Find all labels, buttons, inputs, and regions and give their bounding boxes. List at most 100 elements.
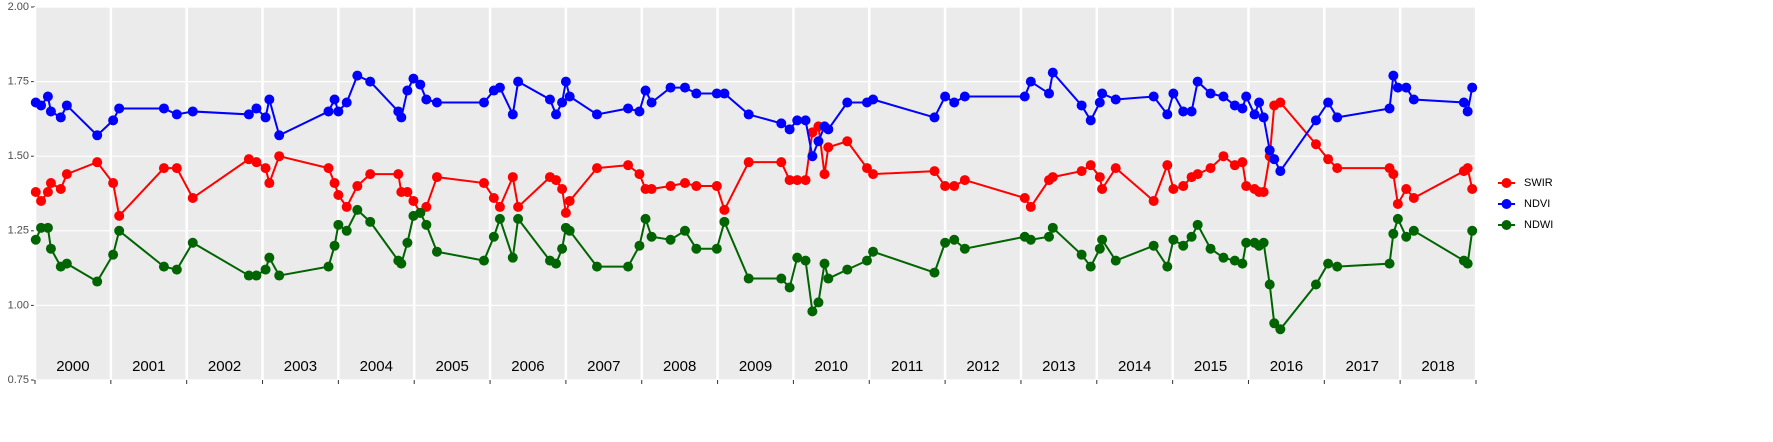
data-point [431,246,442,257]
data-point [323,106,334,117]
data-point [1168,234,1179,245]
data-point [1076,100,1087,111]
year-label: 2010 [815,358,848,375]
data-point [61,258,72,269]
data-point [1148,91,1159,102]
data-point [421,94,432,105]
data-point [1323,97,1334,108]
data-point [36,100,47,111]
data-point [494,213,505,224]
data-point [1148,195,1159,206]
data-point [560,76,571,87]
year-label: 2012 [966,358,999,375]
data-point [557,243,568,254]
data-point [1168,88,1179,99]
legend-swatch [1501,178,1512,188]
data-point [1264,279,1275,290]
year-label: 2007 [587,358,620,375]
data-point [792,115,803,126]
data-point [842,136,853,147]
data-point [1229,160,1240,171]
data-point [396,112,407,123]
data-point [679,82,690,93]
data-point [1094,172,1105,183]
data-point [92,130,103,141]
data-point [792,175,803,186]
data-point [478,97,489,108]
data-point [564,91,575,102]
data-point [634,106,645,117]
data-point [551,175,562,186]
data-point [819,169,830,180]
data-point [264,94,275,105]
data-point [1148,240,1159,251]
data-point [1019,192,1030,203]
data-point [30,234,41,245]
data-point [1467,82,1478,93]
data-point [513,201,524,212]
data-point [42,187,53,198]
data-point [1168,184,1179,195]
data-point [365,216,376,227]
data-point [807,306,818,317]
data-point [352,204,363,215]
data-point [55,112,66,123]
data-point [108,178,119,189]
data-point [1275,166,1286,177]
data-point [940,181,951,192]
data-point [45,178,56,189]
data-point [557,97,568,108]
data-point [61,100,72,111]
data-point [92,157,103,168]
data-point [1458,97,1469,108]
data-point [507,252,518,263]
data-point [333,219,344,230]
legend-swatch [1501,199,1512,209]
year-label: 2016 [1270,358,1303,375]
year-label: 2002 [208,358,241,375]
data-point [264,252,275,263]
data-point [1178,181,1189,192]
data-point [1085,261,1096,272]
data-point [807,151,818,162]
data-point [1462,163,1473,174]
data-point [187,106,198,117]
year-label: 2004 [360,358,393,375]
data-point [959,175,970,186]
data-point [1162,261,1173,272]
panel [35,7,1476,380]
data-point [949,97,960,108]
data-point [813,136,824,147]
data-point [640,213,651,224]
data-point [564,225,575,236]
data-point [333,189,344,200]
data-point [949,234,960,245]
data-point [1178,106,1189,117]
data-point [551,109,562,120]
data-point [634,169,645,180]
data-point [719,204,730,215]
data-point [352,70,363,81]
data-point [251,157,262,168]
legend-label: SWIR [1524,177,1553,189]
data-point [341,225,352,236]
data-point [1110,163,1121,174]
data-point [665,181,676,192]
data-point [402,187,413,198]
data-point [1258,112,1269,123]
data-point [743,273,754,284]
data-point [1323,154,1334,165]
data-point [513,76,524,87]
data-point [646,97,657,108]
data-point [1241,181,1252,192]
data-point [929,112,940,123]
data-point [1264,145,1275,156]
y-tick-label: 1.75 [8,76,29,88]
data-point [800,175,811,186]
data-point [1025,234,1036,245]
data-point [1218,91,1229,102]
data-point [415,207,426,218]
data-point [1097,184,1108,195]
data-point [329,94,340,105]
data-point [929,166,940,177]
